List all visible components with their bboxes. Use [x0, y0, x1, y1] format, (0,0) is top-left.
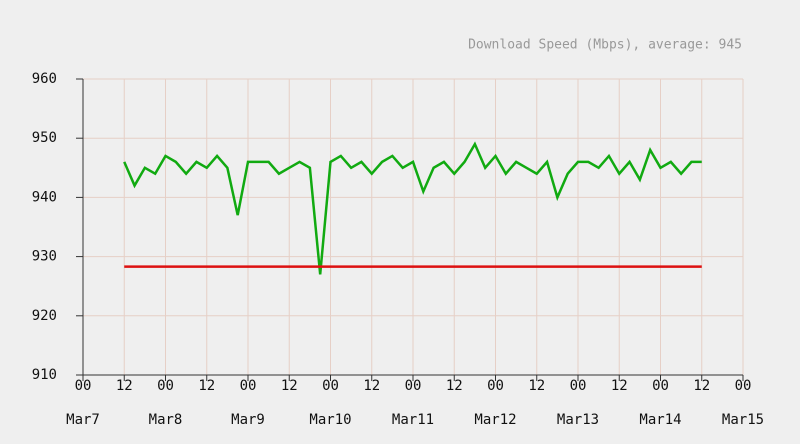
y-tick-label: 940 [32, 189, 57, 205]
x-tick-label: 00 [735, 378, 752, 394]
x-tick-label: 00 [322, 378, 339, 394]
x-tick-label: 00 [652, 378, 669, 394]
y-tick-label: 910 [32, 367, 57, 383]
x-tick-label: 12 [693, 378, 710, 394]
data-line [123, 141, 702, 275]
x-tick-label: 00 [570, 378, 587, 394]
x-date-label: Mar9 [231, 412, 265, 428]
x-tick-label: 00 [157, 378, 174, 394]
x-date-label: Mar15 [722, 412, 764, 428]
y-tick-label: 920 [32, 308, 57, 324]
x-tick-label: 12 [611, 378, 628, 394]
x-tick-label: 12 [363, 378, 380, 394]
x-tick-label: 00 [240, 378, 257, 394]
x-tick-label: 12 [116, 378, 133, 394]
x-date-label: Mar7 [66, 412, 100, 428]
y-tick-label: 930 [32, 249, 57, 265]
x-date-label: Mar8 [149, 412, 183, 428]
x-date-label: Mar12 [474, 412, 516, 428]
x-tick-label: 00 [487, 378, 504, 394]
x-tick-label: 12 [198, 378, 215, 394]
x-date-label: Mar13 [557, 412, 599, 428]
x-date-label: Mar11 [392, 412, 434, 428]
x-tick-label: 00 [75, 378, 92, 394]
y-tick-label: 960 [32, 71, 57, 87]
y-tick-label: 950 [32, 130, 57, 146]
x-date-label: Mar10 [309, 412, 351, 428]
x-tick-label: 12 [528, 378, 545, 394]
chart-title: Download Speed (Mbps), average: 945 [468, 38, 742, 53]
x-date-label: Mar14 [639, 412, 681, 428]
x-tick-label: 00 [405, 378, 422, 394]
x-tick-label: 12 [446, 378, 463, 394]
x-tick-label: 12 [281, 378, 298, 394]
